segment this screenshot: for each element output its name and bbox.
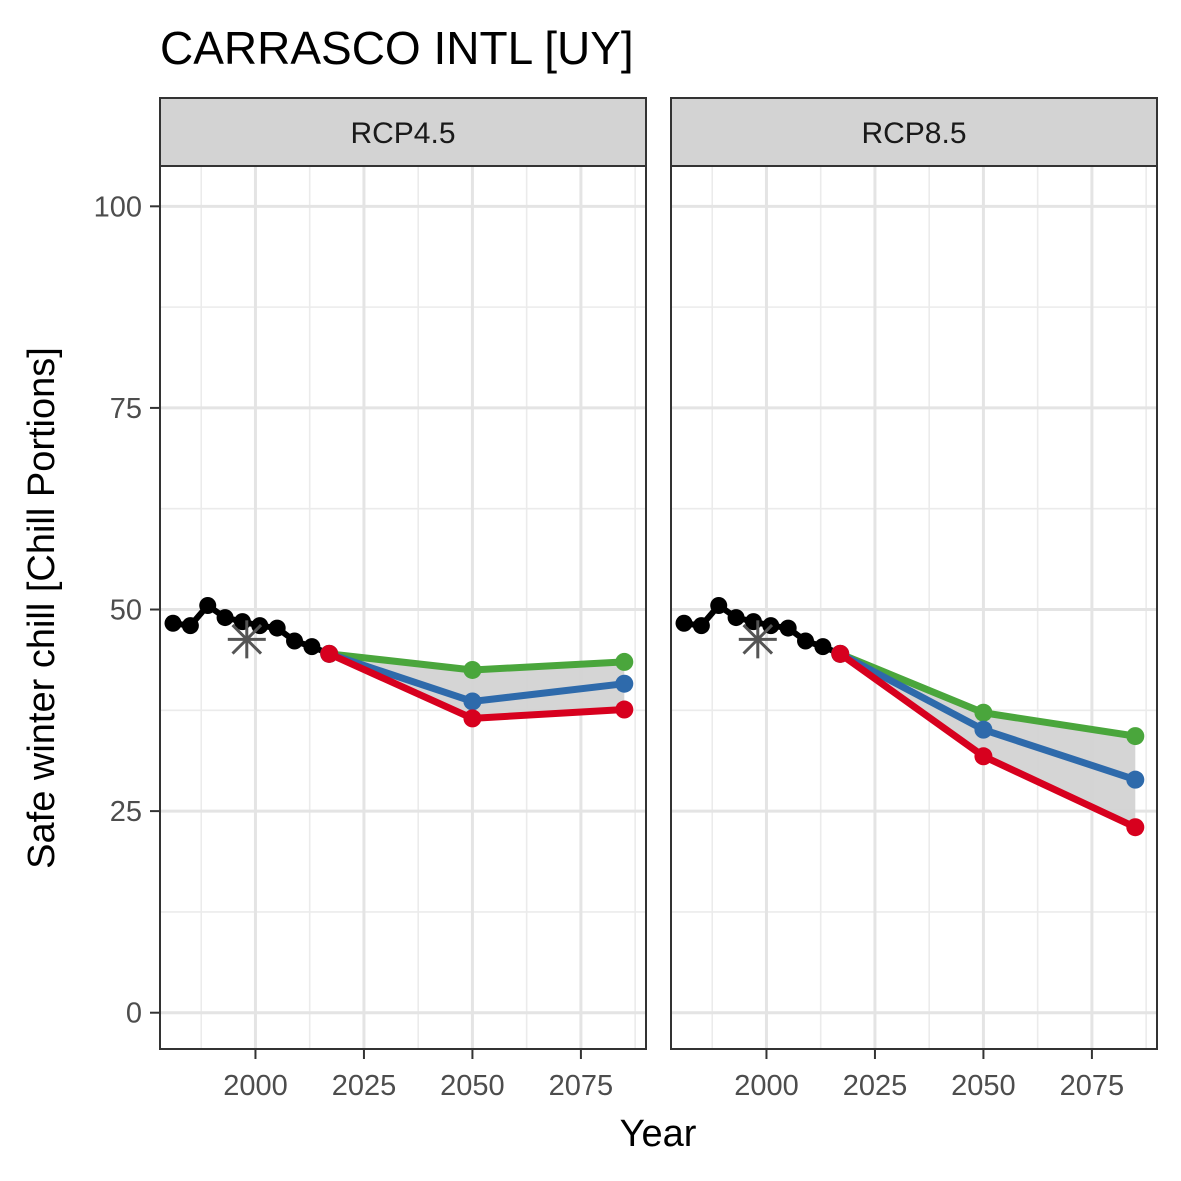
optimistic-point [974,703,993,722]
x-axis-title: Year [620,1113,697,1155]
historic-point [779,619,797,637]
x-tick-label: 2025 [332,1070,397,1102]
x-tick-label: 2050 [440,1070,505,1102]
pessimistic-point [1126,818,1145,837]
reference-stroke [742,624,774,655]
x-tick-label: 2025 [843,1070,908,1102]
y-tick-label: 0 [126,998,142,1030]
x-tick-label: 2075 [1060,1070,1125,1102]
panels: RCP4.5 2000 2025 2050 2075 0 25 50 75 100 RCP8.5 20… [94,97,1158,1102]
historic-point [164,614,182,632]
y-tick-label: 25 [110,796,142,828]
intermediate-point [974,720,993,739]
reference-point-marker [227,620,266,659]
reference-point-marker [738,620,777,659]
y-tick-label: 100 [94,191,142,223]
scenario-range-band [329,653,625,719]
intermediate-point [1126,770,1145,789]
historic-point [268,619,286,637]
y-axis-title: Safe winter chill [Chill Portions] [21,347,63,869]
historic-point [675,614,693,632]
strip-label: RCP4.5 [350,117,455,150]
historic-line [683,602,842,657]
historic-point [710,596,728,614]
x-tick-label: 2075 [549,1070,614,1102]
historic-point [181,617,199,635]
historic-line [172,602,331,657]
x-tick-label: 2050 [951,1070,1016,1102]
pessimistic-point [831,644,850,663]
strip-background [159,97,647,167]
pessimistic-point [320,644,339,663]
scenario-range-band [840,653,1136,828]
optimistic-point [463,660,482,679]
historic-point [727,609,745,627]
pessimistic-point [463,709,482,728]
reference-stroke [231,624,263,655]
intermediate-point [615,674,634,693]
historic-point [216,609,234,627]
historic-point [199,596,217,614]
historic-point [797,632,815,650]
plot-background [671,166,1157,1049]
optimistic-point [1126,727,1145,746]
historic-point [303,638,321,656]
y-tick-label: 50 [110,595,142,627]
strip-background [670,97,1158,167]
pessimistic-point [615,700,634,719]
optimistic-point [615,652,634,671]
panel-rcp85: RCP8.5 2000 2025 2050 2075 [670,97,1158,1102]
panel-rcp45: RCP4.5 2000 2025 2050 2075 0 25 50 75 100 [94,97,647,1102]
chart-title: CARRASCO INTL [UY] [160,22,634,74]
strip-label: RCP8.5 [861,117,966,150]
historic-point [692,617,710,635]
historic-point [814,638,832,656]
intermediate-point [463,692,482,711]
pessimistic-point [974,747,993,766]
plot-background [160,166,646,1049]
x-tick-label: 2000 [223,1070,288,1102]
x-tick-label: 2000 [734,1070,799,1102]
historic-point [286,632,304,650]
y-tick-label: 75 [110,393,142,425]
